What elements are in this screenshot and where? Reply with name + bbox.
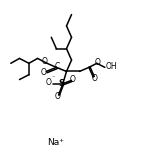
Text: O: O [45,78,51,87]
Text: O: O [95,58,101,67]
Text: O: O [55,92,60,101]
Text: O: O [41,68,47,77]
Text: C: C [55,62,60,71]
Text: O: O [91,74,97,83]
Text: OH: OH [106,62,117,71]
Text: Na⁺: Na⁺ [47,138,64,147]
Text: O: O [70,75,76,84]
Text: S: S [58,79,64,88]
Text: ⁻: ⁻ [52,77,55,82]
Text: O: O [42,57,48,66]
